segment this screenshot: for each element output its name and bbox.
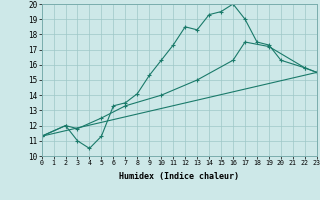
X-axis label: Humidex (Indice chaleur): Humidex (Indice chaleur): [119, 172, 239, 181]
